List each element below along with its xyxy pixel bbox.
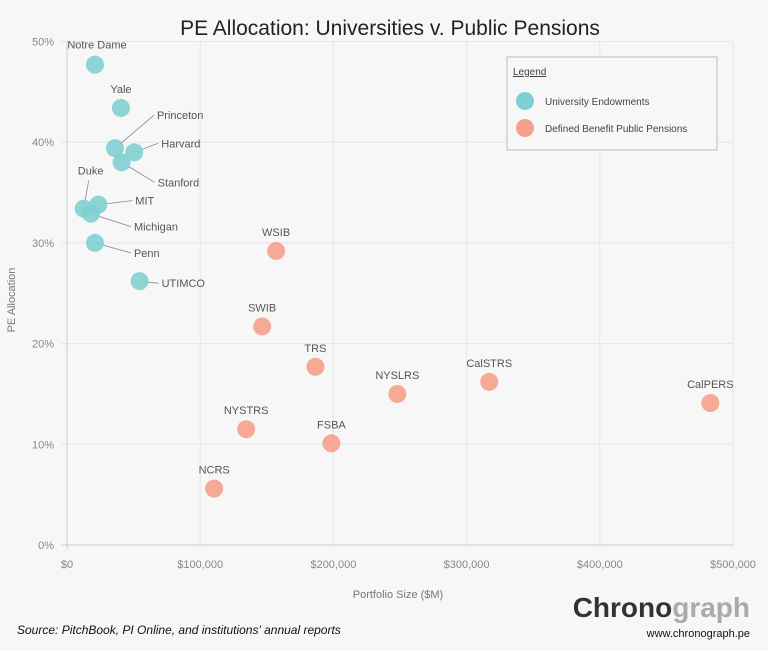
data-point-nystrs xyxy=(237,420,256,439)
data-label: NYSTRS xyxy=(224,405,269,417)
website-link[interactable]: www.chronograph.pe xyxy=(646,628,750,640)
data-label: FSBA xyxy=(317,419,346,431)
data-point-stanford xyxy=(112,153,131,172)
legend-swatch-pensions xyxy=(516,119,534,137)
data-point-penn xyxy=(85,233,104,252)
legend-title: Legend xyxy=(513,67,546,78)
x-axis-label: Portfolio Size ($M) xyxy=(353,589,443,601)
x-tick-label: $100,000 xyxy=(177,559,223,571)
logo-dark: Chrono xyxy=(573,592,673,623)
legend: Legend University Endowments Defined Ben… xyxy=(506,56,718,151)
legend-label-universities: University Endowments xyxy=(545,97,649,108)
y-tick-label: 20% xyxy=(32,339,54,351)
data-label: NCRS xyxy=(199,465,230,477)
data-point-wsib xyxy=(267,241,286,260)
y-tick-label: 30% xyxy=(32,238,54,250)
data-label: TRS xyxy=(304,343,326,355)
x-tick-label: $400,000 xyxy=(577,559,623,571)
data-points: Notre Dame Yale Princeton Harvard Stanford Du… xyxy=(67,40,734,498)
data-point-michigan xyxy=(81,204,100,223)
x-tick-label: $300,000 xyxy=(444,559,490,571)
data-label: Stanford xyxy=(158,177,200,189)
data-label: Yale xyxy=(110,84,131,96)
y-tick-label: 40% xyxy=(32,137,54,149)
y-tick-label: 50% xyxy=(32,37,54,49)
data-label: Princeton xyxy=(157,110,203,122)
data-point-yale xyxy=(111,98,130,117)
x-tick-label: $500,000 xyxy=(710,559,756,571)
data-point-calstrs xyxy=(480,372,499,391)
data-point-utimco xyxy=(130,272,149,291)
y-tick-label: 10% xyxy=(32,439,54,451)
data-label: Penn xyxy=(134,248,160,260)
data-point-trs xyxy=(306,357,325,376)
data-label: Duke xyxy=(78,166,104,178)
data-label: WSIB xyxy=(262,227,290,239)
logo-light: graph xyxy=(672,592,750,623)
legend-box xyxy=(506,56,718,151)
data-point-fsba xyxy=(322,434,341,453)
data-point-nyslrs xyxy=(388,384,407,403)
data-label: CalPERS xyxy=(687,379,733,391)
data-label: CalSTRS xyxy=(466,358,512,370)
source-note: Source: PitchBook, PI Online, and instit… xyxy=(17,623,341,637)
data-point-swib xyxy=(253,317,272,336)
data-point-calpers xyxy=(701,394,720,413)
chart-title: PE Allocation: Universities v. Public Pe… xyxy=(180,17,600,40)
data-label: MIT xyxy=(135,196,154,208)
data-label: SWIB xyxy=(248,302,276,314)
data-label: UTIMCO xyxy=(162,278,206,290)
data-point-notre-dame xyxy=(85,55,104,74)
legend-label-pensions: Defined Benefit Public Pensions xyxy=(545,124,687,135)
data-label: Michigan xyxy=(134,222,178,234)
x-tick-label: $200,000 xyxy=(310,559,356,571)
data-label: Notre Dame xyxy=(67,40,126,52)
data-label: NYSLRS xyxy=(375,370,419,382)
x-tick-label: $0 xyxy=(61,559,73,571)
chronograph-logo: Chronograph xyxy=(573,592,750,623)
data-point-harvard xyxy=(125,143,144,162)
grid xyxy=(61,41,734,549)
legend-swatch-universities xyxy=(516,92,534,110)
axis-ticks: 0% 10% 20% 30% 40% 50% $0 $100,000 $200,000 $300,… xyxy=(32,37,756,572)
y-tick-label: 0% xyxy=(38,540,54,552)
data-point-princeton xyxy=(105,139,124,158)
data-label: Harvard xyxy=(161,138,200,150)
data-point-ncrs xyxy=(205,479,224,498)
y-axis-label: PE Allocation xyxy=(6,268,18,333)
